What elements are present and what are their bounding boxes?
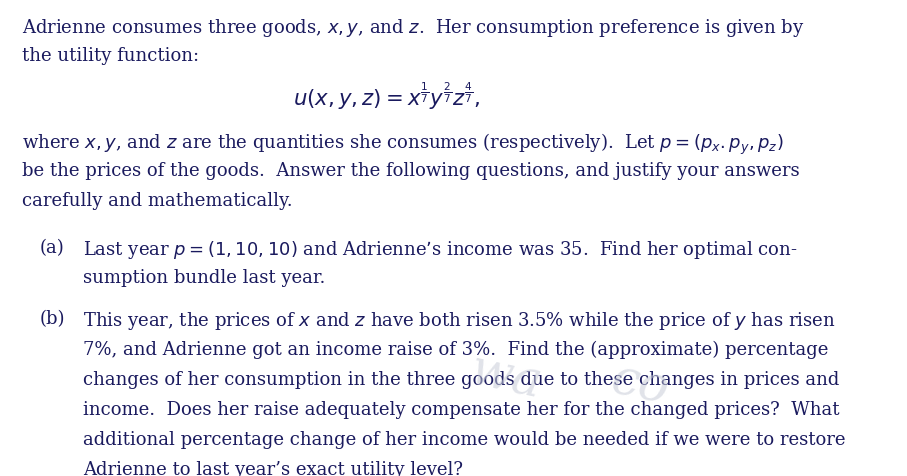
- Text: additional percentage change of her income would be needed if we were to restore: additional percentage change of her inco…: [83, 430, 846, 448]
- Text: where $x, y$, and $z$ are the quantities she consumes (respectively).  Let $p = : where $x, y$, and $z$ are the quantities…: [22, 132, 784, 157]
- Text: 7%, and Adrienne got an income raise of 3%.  Find the (approximate) percentage: 7%, and Adrienne got an income raise of …: [83, 340, 829, 358]
- Text: changes of her consumption in the three goods due to these changes in prices and: changes of her consumption in the three …: [83, 370, 840, 388]
- Text: income.  Does her raise adequately compensate her for the changed prices?  What: income. Does her raise adequately compen…: [83, 400, 840, 418]
- Text: (b): (b): [40, 309, 65, 327]
- Text: be the prices of the goods.  Answer the following questions, and justify your an: be the prices of the goods. Answer the f…: [22, 162, 800, 180]
- Text: wa: wa: [465, 345, 546, 408]
- Text: co: co: [607, 355, 674, 415]
- Text: Last year $p = (1, 10, 10)$ and Adrienne’s income was 35.  Find her optimal con-: Last year $p = (1, 10, 10)$ and Adrienne…: [83, 239, 798, 261]
- Text: $u(x, y, z) = x^{\frac{1}{7}}y^{\frac{2}{7}}z^{\frac{4}{7}},$: $u(x, y, z) = x^{\frac{1}{7}}y^{\frac{2}…: [293, 80, 481, 112]
- Text: the utility function:: the utility function:: [22, 48, 200, 65]
- Text: Adrienne to last year’s exact utility level?: Adrienne to last year’s exact utility le…: [83, 460, 463, 476]
- Text: carefully and mathematically.: carefully and mathematically.: [22, 192, 293, 210]
- Text: (a): (a): [40, 239, 64, 257]
- Text: Adrienne consumes three goods, $x, y$, and $z$.  Her consumption preference is g: Adrienne consumes three goods, $x, y$, a…: [22, 17, 805, 39]
- Text: This year, the prices of $x$ and $z$ have both risen 3.5% while the price of $y$: This year, the prices of $x$ and $z$ hav…: [83, 309, 836, 331]
- Text: sumption bundle last year.: sumption bundle last year.: [83, 269, 326, 287]
